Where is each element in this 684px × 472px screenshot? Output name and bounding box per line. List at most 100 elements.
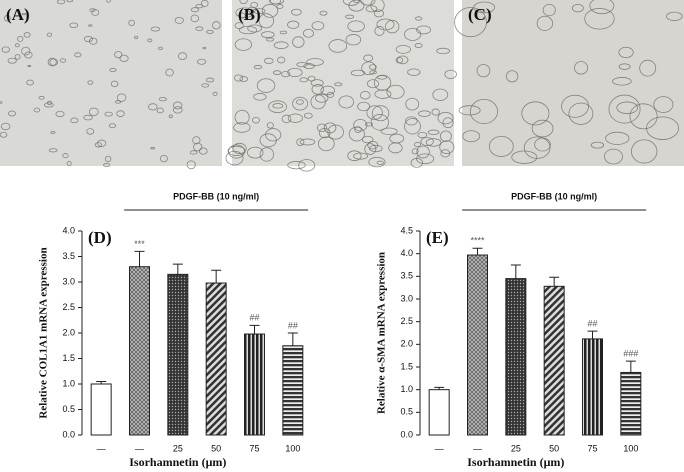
cell (326, 91, 335, 98)
cell (568, 102, 594, 125)
cell (389, 133, 405, 144)
cell (521, 101, 550, 126)
cell (258, 13, 275, 29)
cell (631, 139, 658, 164)
cell (265, 128, 282, 142)
cell (417, 131, 428, 139)
cell (318, 127, 331, 139)
cell (287, 161, 306, 170)
y-tick-label: 1.5 (400, 361, 413, 371)
cell (296, 99, 304, 105)
cell (618, 63, 631, 70)
cell (104, 111, 113, 117)
error-bar (96, 380, 107, 384)
significance: *** (134, 239, 145, 249)
cell (177, 52, 188, 60)
cell (364, 143, 377, 155)
cell (488, 136, 514, 157)
cell (311, 21, 325, 31)
cell (259, 147, 275, 162)
cell (261, 3, 279, 18)
cell (189, 150, 198, 155)
y-tick-label: 2.5 (400, 316, 413, 326)
cell (195, 26, 204, 32)
cell (253, 65, 263, 70)
cell (469, 98, 499, 124)
cell (103, 163, 111, 167)
cell (345, 34, 362, 46)
cell (190, 14, 200, 23)
cell (416, 25, 432, 35)
error-bar (549, 276, 560, 287)
cell (279, 30, 288, 35)
cell (201, 83, 210, 88)
cell (0, 131, 8, 138)
cell (359, 90, 371, 100)
significance: ### (623, 348, 638, 358)
cell (413, 141, 422, 148)
cell (361, 135, 374, 144)
cell (174, 16, 184, 24)
cell (62, 153, 69, 159)
cell (511, 150, 538, 164)
bar (167, 273, 189, 436)
x-tick-label: 75 (249, 443, 259, 453)
cell (108, 123, 117, 129)
cell (604, 148, 623, 165)
cell (148, 103, 158, 111)
x-tick-label: 25 (173, 443, 183, 453)
x-tick-label: — (473, 443, 482, 453)
cell (386, 84, 405, 100)
cell (202, 46, 207, 50)
cell (444, 69, 457, 79)
cell (197, 58, 207, 65)
cell (23, 32, 31, 38)
cell (157, 46, 163, 50)
cell (411, 148, 419, 155)
cell (616, 101, 639, 114)
y-tick-label: 4.5 (400, 225, 413, 235)
cell (458, 105, 481, 116)
cell (427, 129, 440, 135)
x-axis-label: Isorhamnetin (μm) (467, 455, 564, 469)
x-tick-label: — (97, 443, 106, 453)
significance: **** (470, 236, 485, 246)
cell (369, 144, 383, 153)
cell (156, 107, 164, 114)
y-tick-label: 3.5 (62, 251, 75, 261)
cell (571, 3, 584, 13)
cell (83, 35, 93, 43)
cell (195, 3, 204, 9)
x-tick-label: 50 (549, 443, 559, 453)
cell (420, 137, 434, 147)
cell (374, 89, 392, 99)
cell (385, 19, 400, 34)
group-label: PDGF-BB (10 ng/ml) (511, 191, 597, 201)
cell (437, 111, 454, 125)
cell (88, 24, 93, 27)
cell (367, 79, 379, 89)
cell (364, 122, 374, 127)
cell (608, 94, 641, 124)
cell (436, 47, 451, 55)
cell (253, 93, 267, 101)
cell (365, 5, 378, 13)
cell (368, 64, 377, 70)
cell (0, 101, 3, 104)
cell (395, 44, 411, 54)
cell (97, 139, 107, 147)
cell (59, 58, 67, 63)
cell (3, 15, 11, 22)
cell (366, 105, 383, 120)
error-bar (472, 247, 483, 256)
y-tick-label: 1.0 (400, 384, 413, 394)
cell (361, 61, 377, 76)
cell (88, 107, 99, 117)
cell (173, 106, 183, 114)
bar (505, 278, 527, 436)
cell (70, 117, 79, 124)
cell (317, 136, 335, 152)
cell (158, 97, 167, 102)
cell (106, 0, 111, 3)
